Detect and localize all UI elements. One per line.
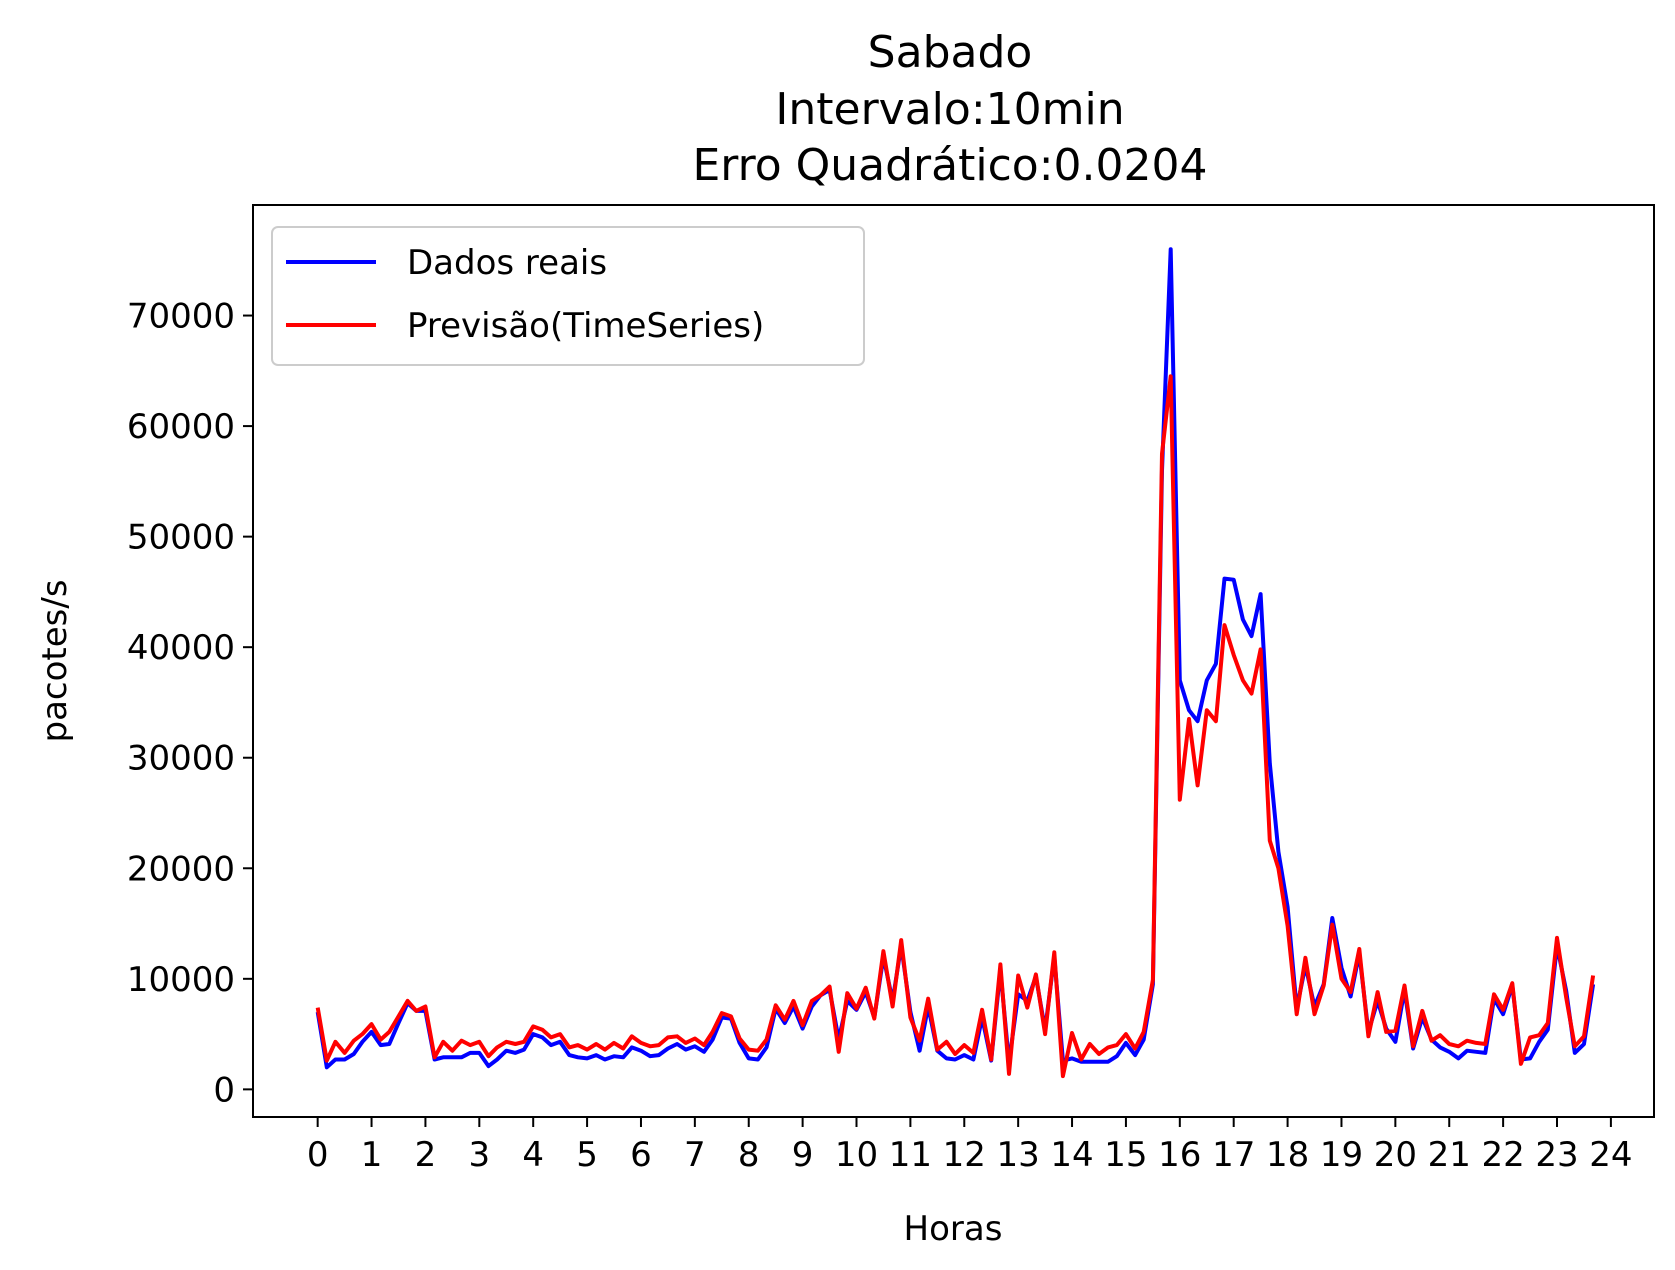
y-tick-label: 20000	[127, 849, 235, 889]
x-tick-label: 12	[943, 1135, 986, 1175]
x-tick-label: 8	[738, 1135, 760, 1175]
y-tick-label: 50000	[127, 518, 235, 558]
x-tick-label: 17	[1212, 1135, 1255, 1175]
x-tick-label: 5	[576, 1135, 598, 1175]
x-axis: 0 1 2 3 4 5 6 7 8 9 10 11 12 13 14 15 16 17 18 19 20 21 22 23 24	[307, 1117, 1633, 1175]
x-tick-label: 2	[415, 1135, 437, 1175]
x-tick-label: 10	[835, 1135, 878, 1175]
x-axis-label: Horas	[904, 1209, 1003, 1249]
x-tick-label: 1	[361, 1135, 383, 1175]
legend-label-previsao: Previsão(TimeSeries)	[407, 306, 764, 346]
x-tick-label: 20	[1374, 1135, 1417, 1175]
x-tick-label: 14	[1050, 1135, 1093, 1175]
y-tick-label: 10000	[127, 960, 235, 1000]
title-line-1: Sabado	[868, 27, 1033, 78]
y-tick-label: 70000	[127, 297, 235, 337]
chart-title: Sabado Intervalo:10min Erro Quadrático:0…	[693, 27, 1208, 191]
x-tick-label: 13	[997, 1135, 1040, 1175]
plot-area	[252, 204, 1655, 1118]
y-axis: 0 10000 20000 30000 40000 50000 60000 70000	[127, 297, 253, 1110]
legend: Dados reais Previsão(TimeSeries)	[271, 226, 865, 366]
x-tick-label: 3	[468, 1135, 490, 1175]
x-tick-label: 18	[1266, 1135, 1309, 1175]
x-tick-label: 4	[522, 1135, 544, 1175]
x-tick-label: 7	[684, 1135, 706, 1175]
x-tick-label: 0	[307, 1135, 329, 1175]
series-line-previsao	[315, 374, 1596, 1079]
x-tick-label: 15	[1104, 1135, 1147, 1175]
x-tick-label: 6	[630, 1135, 652, 1175]
x-tick-label: 24	[1589, 1135, 1632, 1175]
x-tick-label: 22	[1481, 1135, 1524, 1175]
x-tick-label: 21	[1428, 1135, 1471, 1175]
x-tick-label: 16	[1158, 1135, 1201, 1175]
x-tick-label: 23	[1535, 1135, 1578, 1175]
legend-box	[271, 226, 865, 366]
title-line-3: Erro Quadrático:0.0204	[693, 140, 1208, 191]
x-tick-label: 19	[1320, 1135, 1363, 1175]
y-tick-label: 0	[213, 1070, 235, 1110]
title-line-2: Intervalo:10min	[775, 84, 1124, 135]
x-tick-label: 9	[792, 1135, 814, 1175]
series-line-dados-reais	[315, 247, 1596, 1070]
y-tick-label: 40000	[127, 628, 235, 668]
y-tick-label: 60000	[127, 407, 235, 447]
legend-label-dados-reais: Dados reais	[407, 243, 607, 283]
y-tick-label: 30000	[127, 739, 235, 779]
x-tick-label: 11	[889, 1135, 932, 1175]
y-axis-label: pacotes/s	[35, 579, 75, 742]
